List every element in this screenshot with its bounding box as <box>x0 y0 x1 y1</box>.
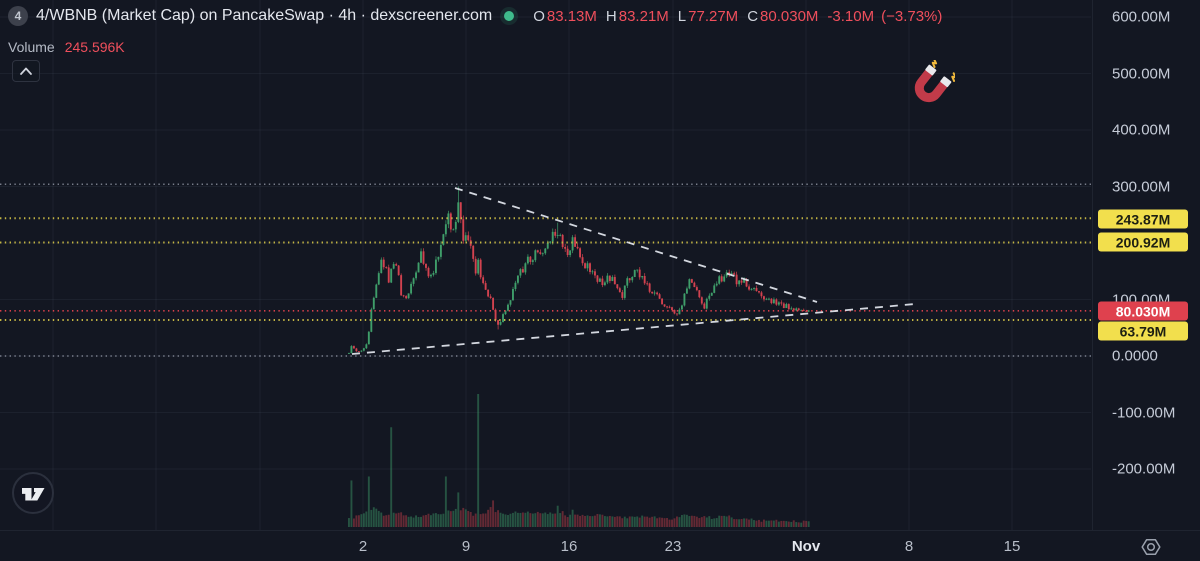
time-tick-label: 8 <box>904 538 914 555</box>
time-tick-label: 2 <box>358 538 368 555</box>
price-label-pill: 243.87M <box>1098 209 1188 229</box>
tradingview-logo[interactable] <box>10 470 56 521</box>
price-chart-pane[interactable]: 4 4/WBNB (Market Cap) on PancakeSwap · 4… <box>0 0 1093 530</box>
magnet-sticker[interactable] <box>903 60 955 114</box>
collapse-legend-button[interactable] <box>12 60 40 82</box>
axis-settings-gear-icon[interactable] <box>1139 535 1163 559</box>
time-tick-label: 15 <box>1003 538 1021 555</box>
price-tick-label: 600.00M <box>1112 8 1171 26</box>
price-tick-label: -100.00M <box>1112 404 1176 421</box>
candlestick-chart-canvas[interactable] <box>0 0 1093 530</box>
time-tick-label: 9 <box>461 538 471 555</box>
time-tick-label: 23 <box>664 538 682 555</box>
price-tick-label: 400.00M <box>1112 121 1171 139</box>
price-label-pill: 63.79M <box>1098 321 1188 341</box>
price-tick-label: 0.0000 <box>1112 347 1158 365</box>
chevron-up-icon <box>20 67 32 75</box>
tradingview-logo-icon <box>12 472 54 514</box>
price-tick-label: -200.00M <box>1112 460 1176 478</box>
time-tick-label: 16 <box>560 538 578 555</box>
price-tick-label: 500.00M <box>1112 65 1171 82</box>
price-label-pill: 200.92M <box>1098 232 1188 252</box>
price-axis[interactable]: 600.00M 500.00M 400.00M 300.00M 100.00M 0.000… <box>1094 0 1200 530</box>
price-label-pill: 80.030M <box>1098 301 1188 321</box>
time-axis[interactable]: 2 9 16 23 Nov 8 15 <box>0 530 1200 561</box>
price-tick-label: 300.00M <box>1112 178 1171 195</box>
time-tick-label: Nov <box>791 538 821 555</box>
